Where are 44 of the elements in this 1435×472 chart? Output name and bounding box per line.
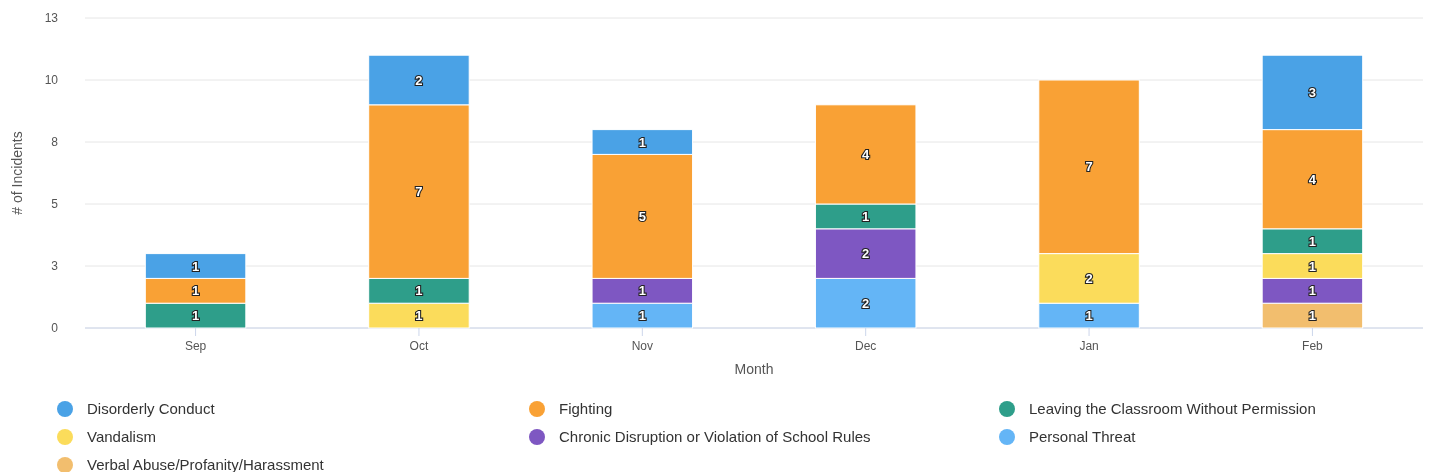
y-tick-label: 13: [44, 11, 59, 26]
data-label: 1: [191, 258, 200, 274]
y-tick-label: 8: [51, 135, 59, 150]
data-label: 1: [862, 208, 870, 224]
data-label: 7: [1085, 159, 1093, 175]
x-tick-label: Jan: [1079, 339, 1099, 353]
data-label: 1: [1085, 308, 1093, 324]
y-axis-title: # of Incidents: [9, 131, 25, 215]
data-label: 2: [862, 295, 870, 311]
data-label: 1: [1308, 258, 1317, 274]
data-label: 1: [1308, 283, 1317, 299]
legend-label: Personal Threat: [1029, 428, 1137, 446]
legend-label: Disorderly Conduct: [87, 400, 216, 418]
data-label: 1: [415, 283, 423, 299]
x-tick-label: Dec: [855, 339, 877, 353]
data-label: 4: [1308, 171, 1317, 187]
x-tick-label: Sep: [184, 339, 207, 353]
y-tick-label: 0: [51, 321, 59, 336]
data-label: 2: [415, 72, 423, 88]
data-label: 1: [638, 283, 646, 299]
data-label: 1: [638, 134, 646, 150]
data-label: 7: [415, 184, 423, 200]
x-tick-label: Feb: [1302, 339, 1324, 353]
y-tick-label: 3: [51, 259, 59, 274]
data-label: 1: [191, 308, 200, 324]
data-label: 5: [638, 208, 646, 224]
data-label: 3: [1308, 84, 1317, 100]
data-label: 1: [191, 283, 200, 299]
x-axis-title: Month: [734, 361, 774, 377]
data-label: 2: [862, 246, 870, 262]
y-tick-label: 10: [44, 73, 59, 88]
data-label: 1: [1308, 308, 1317, 324]
x-tick-label: Oct: [409, 339, 429, 353]
data-label: 2: [1085, 270, 1093, 286]
legend-label: Vandalism: [87, 428, 156, 446]
data-label: 1: [415, 308, 423, 324]
legend-label: Fighting: [559, 400, 613, 418]
y-tick-label: 5: [51, 197, 59, 212]
legend-label: Leaving the Classroom Without Permission: [1029, 400, 1316, 418]
data-label: 1: [638, 308, 646, 324]
legend-label: Chronic Disruption or Violation of School Rules: [559, 428, 871, 446]
data-label: 4: [862, 146, 871, 162]
data-label: 1: [1308, 233, 1317, 249]
x-tick-label: Nov: [631, 339, 653, 353]
